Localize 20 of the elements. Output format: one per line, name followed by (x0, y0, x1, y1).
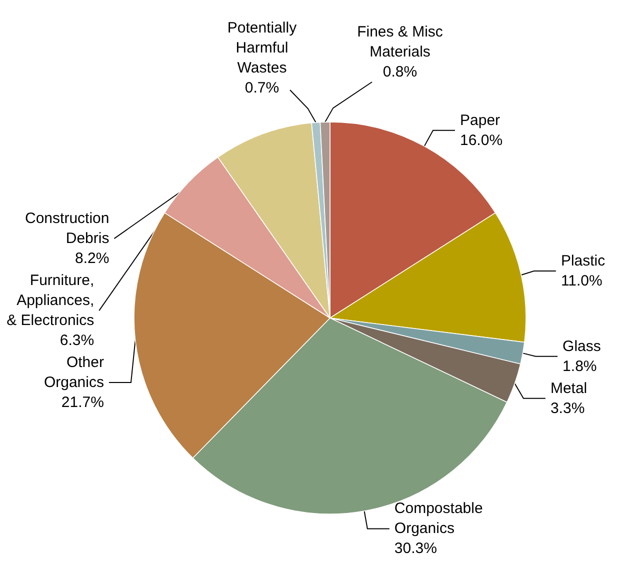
data-label: 21.7% (61, 394, 104, 412)
slice-label: Fines & Misc Materials (357, 24, 444, 60)
data-label: 11.0% (560, 272, 602, 290)
slice-label: Compostable Organics (394, 500, 483, 538)
data-label: 0.8% (382, 64, 418, 80)
slice-label: Glass (562, 338, 601, 355)
data-label: 3.3% (550, 400, 585, 417)
slice-label: Construction Debris (25, 210, 110, 248)
slice-label: Metal (550, 380, 588, 397)
data-label: 30.3% (394, 540, 437, 558)
slice-label: Furniture, Appliances, & Electronics (6, 272, 94, 330)
slice-label: Other Organics (44, 354, 104, 392)
slice-label: Plastic (560, 252, 606, 270)
data-label: 1.8% (562, 358, 597, 375)
slice-label: Paper (460, 112, 500, 129)
data-label: 0.7% (244, 80, 280, 96)
slice-label: Potentially Harmful Wastes (227, 20, 298, 76)
data-label: 16.0% (460, 132, 503, 149)
data-label: 8.2% (75, 250, 110, 268)
data-label: 6.3% (60, 332, 94, 350)
